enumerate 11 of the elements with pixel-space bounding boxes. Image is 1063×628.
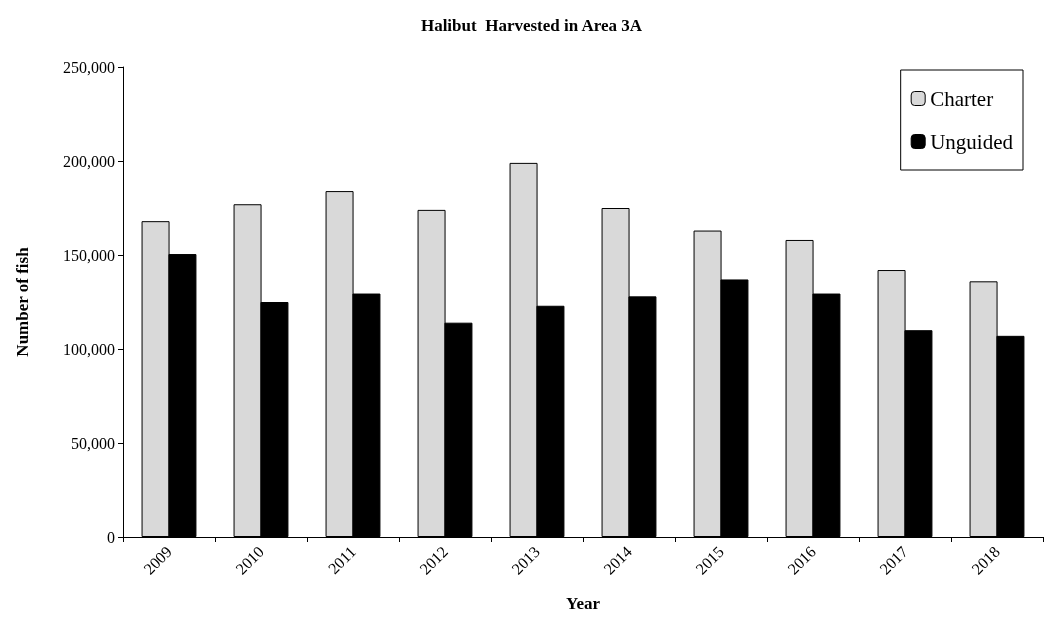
y-tick-label: 50,000 xyxy=(71,434,115,452)
legend-label: Unguided xyxy=(930,129,1014,154)
y-tick-label: 150,000 xyxy=(63,246,115,264)
x-axis-title: Year xyxy=(566,594,601,613)
chart-title: Halibut Harvested in Area 3A xyxy=(420,16,643,35)
y-tick-label: 200,000 xyxy=(63,152,115,170)
y-axis-title: Number of fish xyxy=(13,246,32,357)
legend-label: Charter xyxy=(930,86,994,111)
y-tick-label: 250,000 xyxy=(63,58,115,76)
y-tick-label: 100,000 xyxy=(63,340,115,358)
y-tick-label: 0 xyxy=(107,528,115,546)
